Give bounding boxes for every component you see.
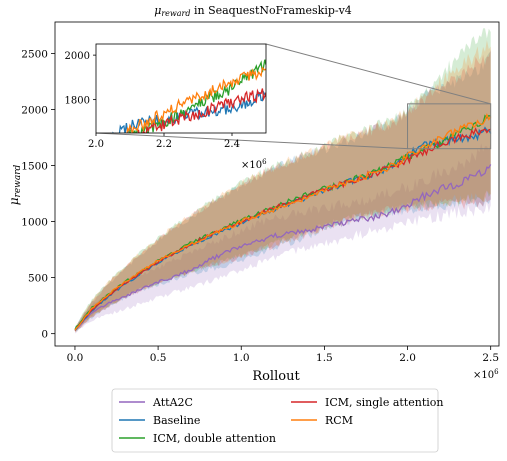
main-plot: 0.0 0.5 1.0 1.5 2.0 2.5 0 500 1000 1500 2000 2500	[21, 21, 500, 364]
y-tick-label: 0	[41, 329, 48, 341]
series-line-3	[74, 127, 491, 331]
x-tick-label: 0.5	[150, 352, 167, 364]
x-tick-label: 1.0	[233, 352, 250, 364]
legend-label: AttA2C	[152, 396, 193, 409]
inset-y-axis-ticks: 1800 2000	[65, 51, 96, 107]
inset-x-multiplier: ×106	[241, 158, 267, 171]
legend: AttA2C Baseline ICM, double attention ICM, …	[111, 388, 443, 453]
band-0	[75, 143, 491, 334]
y-axis-label: μreward	[7, 164, 23, 205]
x-tick-label: 1.5	[316, 352, 333, 364]
series-line-4	[74, 112, 492, 331]
plot-frame	[54, 21, 500, 347]
y-tick-label: 2000	[21, 104, 48, 116]
confidence-bands	[75, 28, 491, 334]
inset-y-tick-label: 1800	[65, 96, 90, 107]
inset-y-tick-label: 2000	[65, 51, 90, 62]
x-axis-ticks: 0.0 0.5 1.0 1.5 2.0 2.5	[67, 346, 499, 364]
inset-connector-lines	[95, 43, 491, 150]
band-4	[75, 40, 491, 333]
inset-background	[96, 44, 266, 133]
legend-label: RCM	[325, 414, 353, 427]
y-axis-ticks: 0 500 1000 1500 2000 2500	[21, 48, 55, 341]
zoom-box	[407, 103, 492, 150]
band-2	[75, 28, 491, 331]
connector-top	[265, 43, 491, 105]
series-line-0	[74, 164, 492, 332]
inset-plot: 2.0 2.2 2.4 1800 2000	[65, 43, 267, 150]
title-subscript: reward	[161, 9, 190, 18]
band-3	[75, 49, 491, 332]
band-1	[75, 51, 491, 332]
title-rest: in SeaquestNoFrameskip-v4	[190, 4, 351, 17]
inset-series-lines	[105, 59, 266, 133]
inset-x-axis-ticks: 2.0 2.2 2.4	[88, 133, 240, 150]
legend-label: Baseline	[153, 414, 200, 427]
title-mu: μ	[154, 4, 161, 17]
legend-box	[111, 388, 439, 453]
x-tick-label: 0.0	[67, 352, 84, 364]
connector-bottom	[95, 132, 408, 150]
x-tick-label: 2.0	[399, 352, 416, 364]
y-tick-label: 1000	[21, 217, 48, 229]
x-tick-label: 2.5	[482, 352, 499, 364]
svg-text:μreward in SeaquestNoFrameskip: μreward in SeaquestNoFrameskip-v4	[154, 4, 352, 18]
y-tick-label: 500	[28, 273, 48, 285]
inset-x-tick-label: 2.4	[224, 139, 240, 150]
inset-series-line-3	[137, 88, 266, 133]
series-lines	[74, 112, 492, 332]
inset-x-tick-label: 2.2	[156, 139, 172, 150]
x-axis-label: Rollout	[252, 369, 300, 384]
y-tick-label: 2500	[21, 48, 48, 60]
legend-label: ICM, single attention	[325, 396, 443, 409]
chart-title: μreward in SeaquestNoFrameskip-v4	[154, 4, 352, 18]
inset-frame	[95, 43, 267, 134]
inset-x-tick-label: 2.0	[88, 139, 104, 150]
legend-label: ICM, double attention	[153, 432, 276, 445]
inset-series-line-4	[118, 66, 266, 133]
zoom-rect	[407, 103, 492, 150]
y-tick-label: 1500	[21, 161, 48, 173]
x-multiplier: ×106	[473, 368, 499, 381]
